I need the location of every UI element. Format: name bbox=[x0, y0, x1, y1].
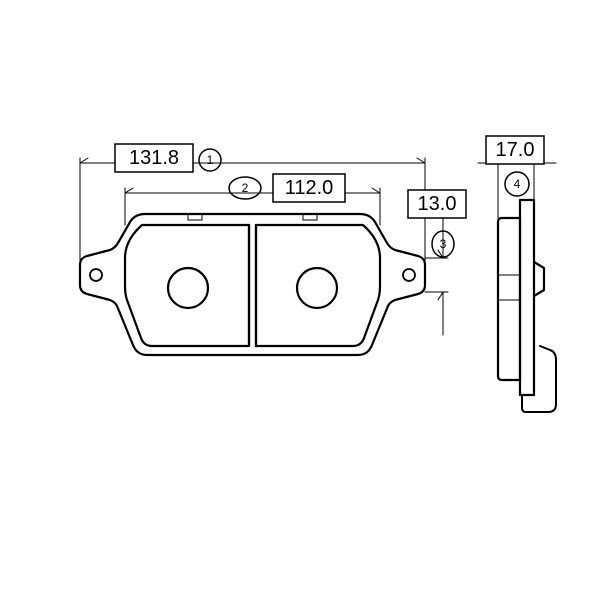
side-backing bbox=[520, 200, 534, 395]
callout-2-label: 2 bbox=[242, 181, 249, 195]
dimension-4-group: 17.0 4 bbox=[478, 136, 556, 218]
dimension-1-group: 131.8 1 bbox=[80, 144, 425, 265]
callout-4-label: 4 bbox=[514, 177, 521, 191]
dim3-label: 13.0 bbox=[418, 193, 457, 215]
dim4-label: 17.0 bbox=[496, 139, 535, 161]
recess-left bbox=[168, 268, 208, 308]
mount-hole-left bbox=[90, 269, 102, 281]
friction-right bbox=[256, 225, 380, 346]
dim2-label: 112.0 bbox=[285, 177, 334, 199]
friction-left bbox=[125, 225, 249, 346]
dimension-2-group: 112.0 2 bbox=[125, 174, 380, 225]
front-view bbox=[80, 214, 425, 355]
wear-indicator-clip bbox=[522, 346, 556, 412]
side-ear bbox=[534, 262, 544, 296]
mount-hole-right bbox=[403, 269, 415, 281]
brake-pad-diagram: 131.8 1 112.0 2 13.0 3 bbox=[0, 0, 600, 600]
recess-right bbox=[297, 268, 337, 308]
dimension-3-group: 13.0 3 bbox=[408, 190, 466, 335]
callout-3-label: 3 bbox=[440, 237, 447, 251]
side-friction bbox=[498, 218, 520, 380]
dim1-label: 131.8 bbox=[129, 147, 179, 169]
side-view bbox=[498, 200, 556, 412]
callout-1-label: 1 bbox=[207, 153, 214, 167]
